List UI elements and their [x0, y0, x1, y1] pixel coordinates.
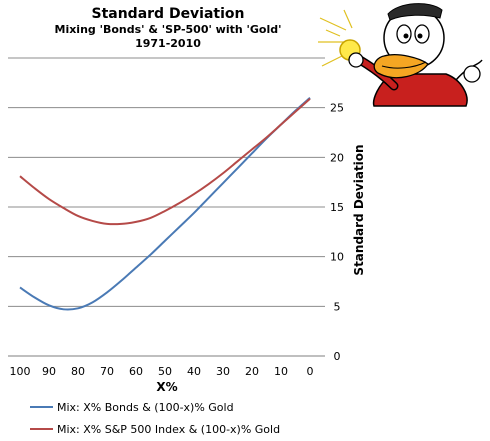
x-tick-label: 80 [71, 365, 85, 378]
series-line-1 [19, 97, 311, 226]
series-lines [19, 96, 311, 311]
x-tick-label: 50 [158, 365, 172, 378]
x-tick-label: 60 [129, 365, 143, 378]
cartoon-duck-holding-gold-coin-icon [318, 3, 483, 107]
legend-label-1: Mix: X% S&P 500 Index & (100-x)% Gold [57, 423, 280, 436]
x-tick-label: 20 [245, 365, 259, 378]
x-tick-label: 10 [274, 365, 288, 378]
x-tick-label: 90 [42, 365, 56, 378]
legend-label-0: Mix: X% Bonds & (100-x)% Gold [57, 401, 234, 414]
x-tick-labels: 100 90 80 70 60 50 40 30 20 10 0 [10, 365, 314, 378]
x-tick-label: 100 [10, 365, 31, 378]
chart-subtitle: Mixing 'Bonds' & 'SP-500' with 'Gold' [55, 23, 282, 36]
y-tick-label: 10 [330, 251, 344, 264]
y-tick-label: 15 [330, 201, 344, 214]
x-axis-label: X% [156, 380, 177, 394]
y-axis-label: Standard Deviation [352, 144, 366, 275]
x-tick-label: 0 [307, 365, 314, 378]
series-line-0 [19, 96, 311, 311]
x-tick-label: 30 [216, 365, 230, 378]
chart-title: Standard Deviation [91, 6, 244, 22]
grid-lines [8, 57, 325, 357]
chart-date-range: 1971-2010 [135, 37, 201, 50]
y-tick-label: 0 [334, 350, 341, 363]
y-tick-label: 25 [330, 102, 344, 115]
legend: Mix: X% Bonds & (100-x)% Gold Mix: X% S&P… [30, 401, 280, 436]
x-tick-label: 40 [187, 365, 201, 378]
y-tick-labels: 0 5 10 15 20 25 [330, 102, 344, 363]
x-tick-label: 70 [100, 365, 114, 378]
y-tick-label: 5 [334, 300, 341, 313]
y-tick-label: 20 [330, 151, 344, 164]
